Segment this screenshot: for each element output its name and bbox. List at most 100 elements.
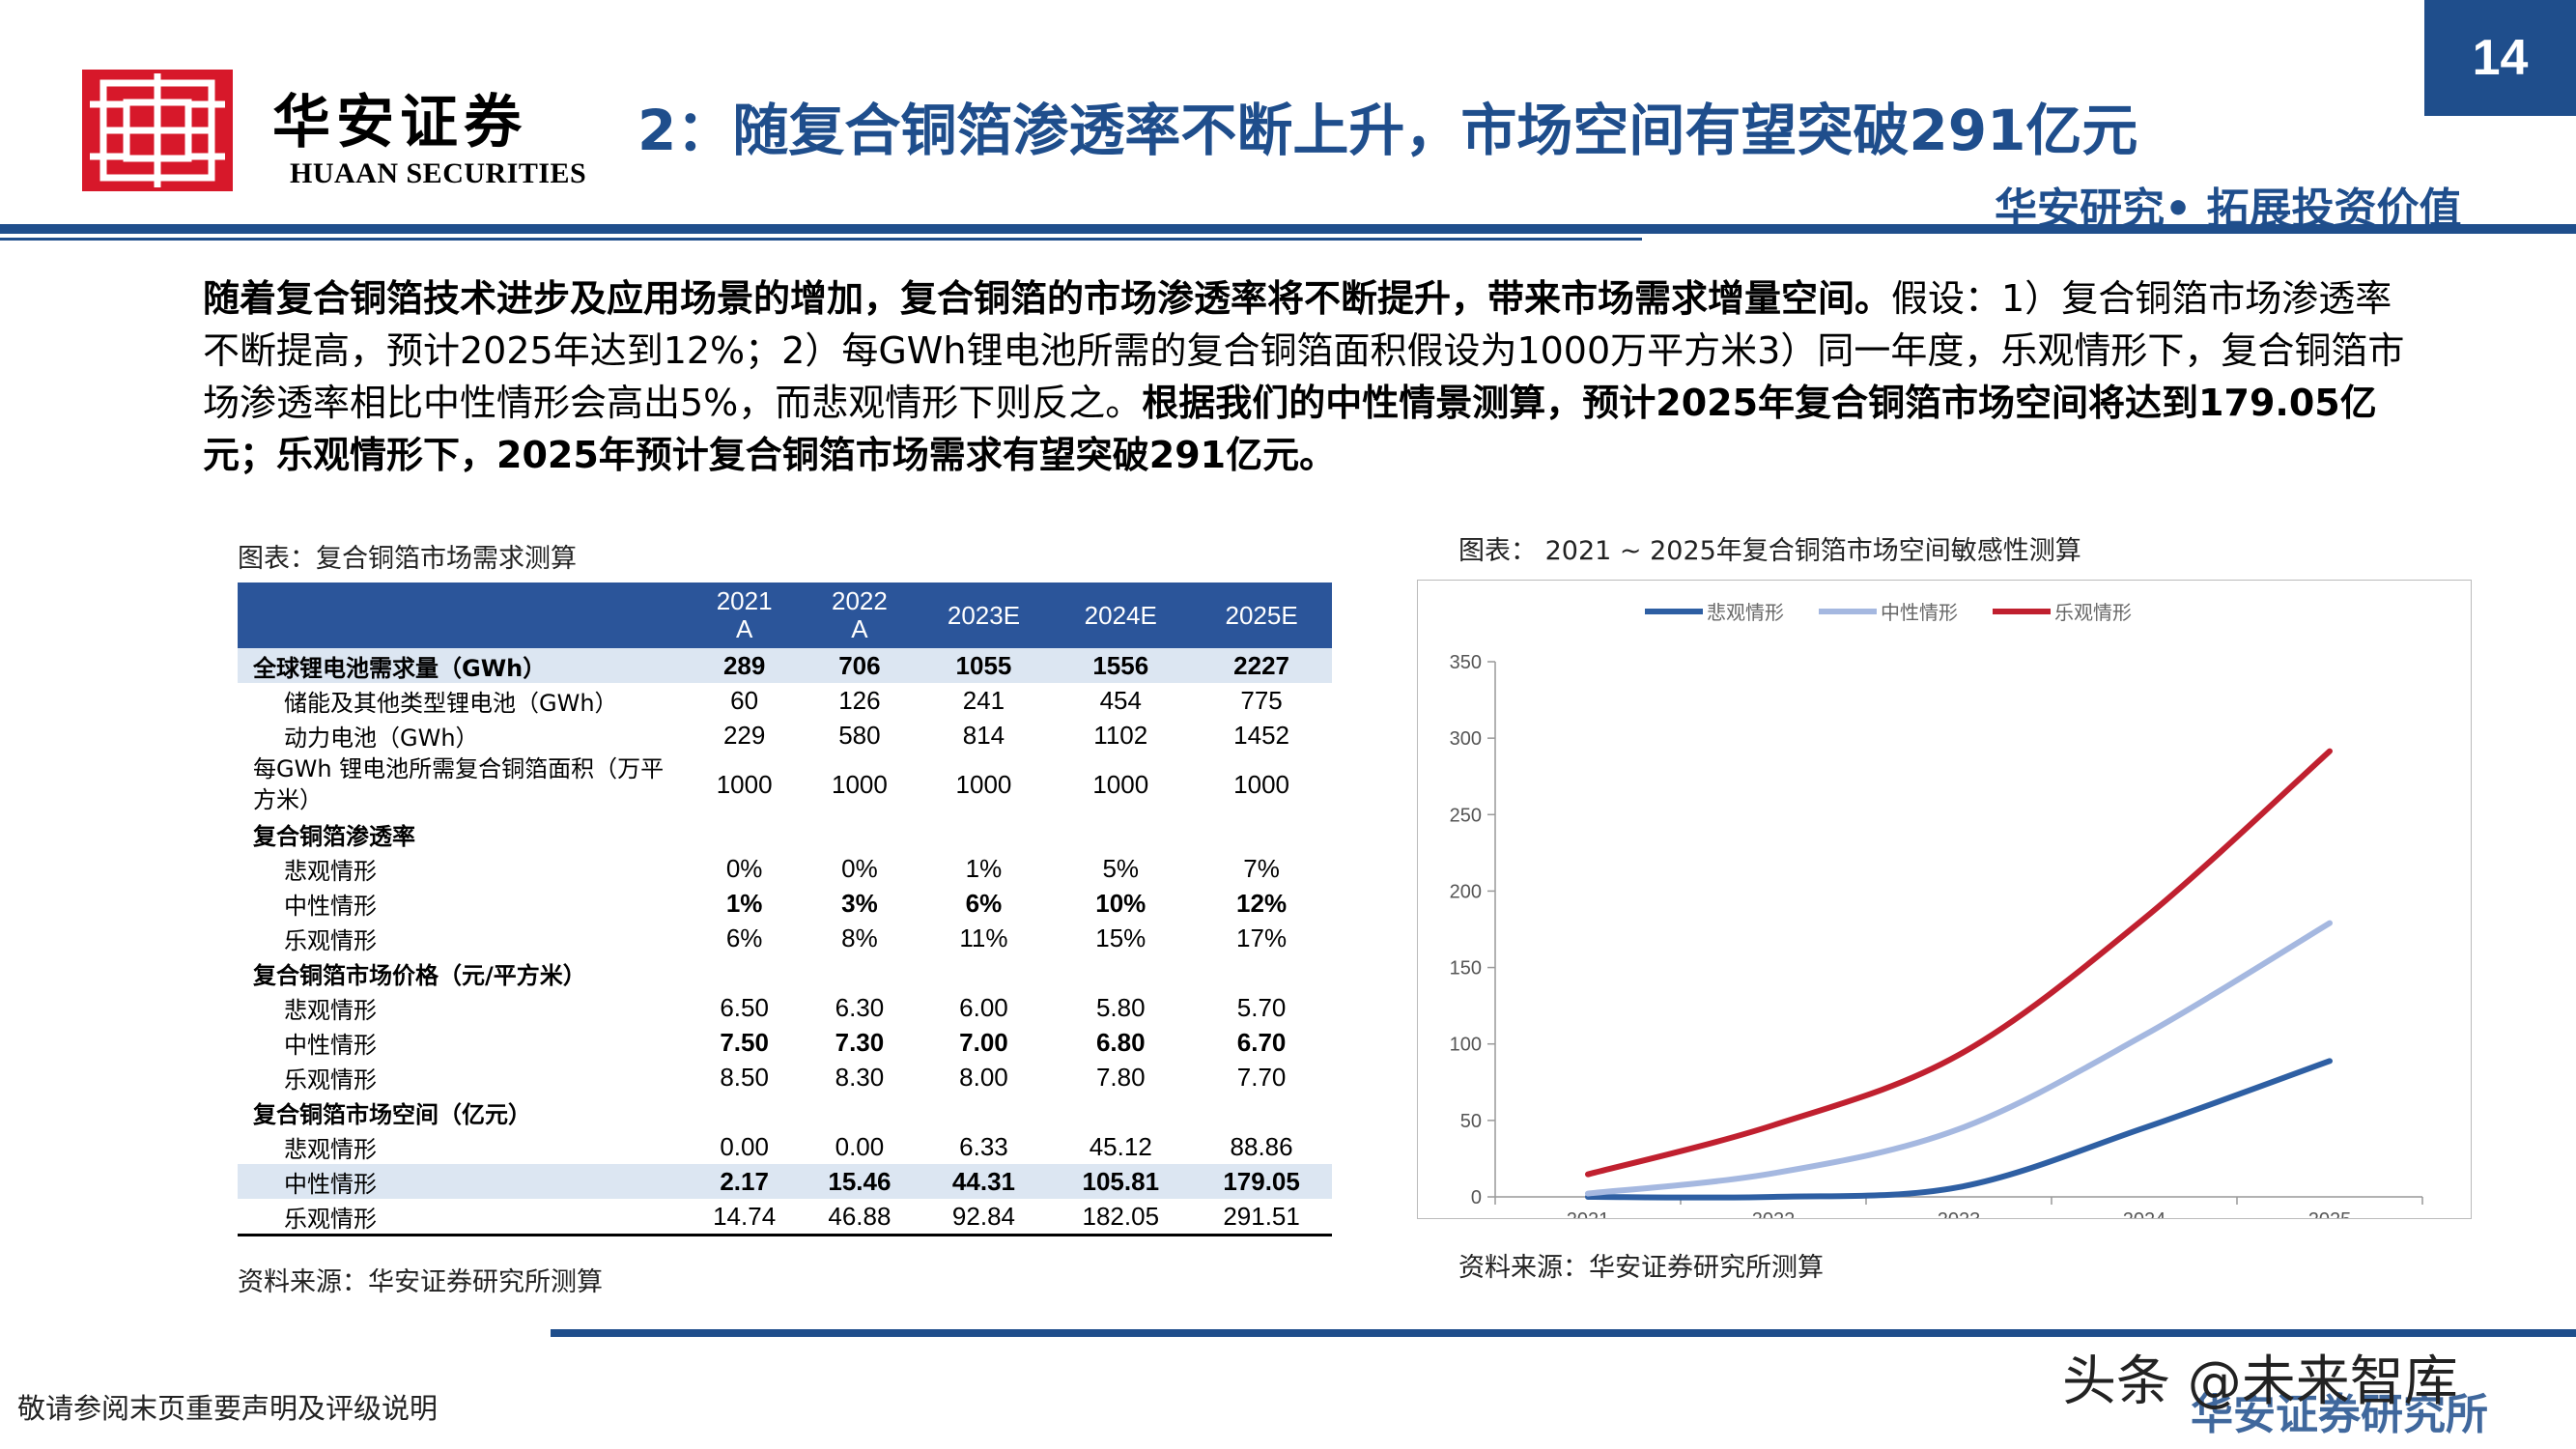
table-cell (687, 816, 802, 851)
table-cell: 15% (1095, 923, 1146, 952)
intro-paragraph: 随着复合铜箔技术进步及应用场景的增加，复合铜箔的市场渗透率将不断提升，带来市场需… (203, 272, 2424, 481)
table-cell: 1102 (1093, 720, 1148, 750)
table-cell: 10% (1095, 888, 1146, 918)
legend-label: 悲观情形 (1707, 601, 1784, 624)
table-cell: 0% (725, 853, 763, 883)
table-row: 储能及其他类型锂电池（GWh） 60 126 241 454 775 (238, 683, 1332, 718)
row-label: 悲观情形 (284, 857, 377, 885)
table-body: 全球锂电池需求量（GWh） 289 706 1055 1556 2227 储能及其他类型锂电… (238, 648, 1332, 1236)
table-cell: 60 (730, 685, 759, 715)
legend-label: 中性情形 (1881, 601, 1958, 624)
table-source: 资料来源：华安证券研究所测算 (238, 1267, 603, 1297)
table-cell: 6.50 (720, 992, 769, 1022)
sensitivity-line-chart: 悲观情形 中性情形 乐观情形 0 50 100 150 200 250 300 350 2021 202… (1450, 601, 2423, 1231)
table-cell (802, 1094, 917, 1129)
table-cell: 0.00 (720, 1131, 769, 1161)
y-tick-label: 350 (1450, 652, 1482, 673)
table-cell: 88.86 (1230, 1131, 1293, 1161)
y-tick-label: 200 (1450, 881, 1482, 902)
series-line (1585, 920, 2333, 1197)
table-cell: 8.30 (835, 1062, 885, 1092)
row-label: 复合铜箔渗透率 (253, 822, 415, 850)
x-tick-label: 2023 (1938, 1209, 1981, 1218)
table-cell: 7.00 (959, 1027, 1008, 1057)
table-cell: 6.33 (959, 1131, 1008, 1161)
table-cell: 6.70 (1236, 1027, 1287, 1057)
table-row: 动力电池（GWh） 229 580 814 1102 1452 (238, 718, 1332, 753)
table-cell: 7.50 (720, 1027, 769, 1057)
table-cell: 1452 (1233, 720, 1289, 750)
logo-emblem-icon (90, 73, 225, 187)
table-row: 中性情形 2.17 15.46 44.31 105.81 179.05 (238, 1164, 1332, 1199)
table-cell: 7.80 (1095, 1062, 1146, 1092)
row-label: 悲观情形 (284, 1135, 377, 1163)
table-cell (918, 816, 1051, 851)
table-cell (687, 955, 802, 990)
y-tick-label: 100 (1450, 1035, 1482, 1056)
table-cell: 17% (1236, 923, 1288, 952)
table-cell: 3% (841, 888, 878, 918)
table-cell: 1000 (832, 769, 888, 799)
row-label: 每GWh 锂电池所需复合铜箔面积（万平方米） (253, 755, 665, 813)
table-header-cell: 2023E (917, 582, 1051, 648)
table-row: 中性情形 7.50 7.30 7.00 6.80 6.70 (238, 1025, 1332, 1060)
x-tick-label: 2024 (2123, 1209, 2166, 1218)
row-label: 悲观情形 (284, 996, 377, 1024)
row-label: 中性情形 (284, 892, 377, 920)
row-label: 全球锂电池需求量（GWh） (238, 648, 687, 683)
table-row: 乐观情形 8.50 8.30 8.00 7.80 7.70 (238, 1060, 1332, 1094)
table-cell (802, 955, 917, 990)
table-cell: 7.70 (1236, 1062, 1287, 1092)
table-row: 每GWh 锂电池所需复合铜箔面积（万平方米） 1000 1000 1000 1000 10… (238, 753, 1332, 816)
y-tick-label: 250 (1450, 805, 1482, 826)
table-cell: 5.80 (1095, 992, 1146, 1022)
x-tick-label: 2022 (1752, 1209, 1796, 1218)
demand-table-container: 2021 A 2022 A 2023E 2024E 2025E 全球锂电池需求量（GWh） 2… (238, 582, 1332, 1236)
table-row: 全球锂电池需求量（GWh） 289 706 1055 1556 2227 (238, 648, 1332, 683)
table-cell: 12% (1236, 888, 1288, 918)
table-cell: 580 (838, 720, 881, 750)
table-cell: 6% (965, 888, 1003, 918)
table-cell: 0.00 (835, 1131, 885, 1161)
table-cell: 0% (841, 853, 878, 883)
intro-assumptions: 假设：1）复合铜箔市场渗透率不断提高，预计2025年达到12%；2）每GWh锂电… (203, 277, 2405, 424)
table-header-cell: 2022 A (802, 582, 918, 648)
demand-table: 2021 A 2022 A 2023E 2024E 2025E 全球锂电池需求量（GWh） 2… (238, 582, 1332, 1236)
table-cell: 814 (962, 720, 1005, 750)
footer-divider (551, 1329, 2576, 1337)
row-label: 中性情形 (284, 1031, 377, 1059)
table-cell: 6.80 (1095, 1027, 1146, 1057)
table-header-row: 2021 A 2022 A 2023E 2024E 2025E (238, 582, 1332, 648)
table-row: 复合铜箔市场空间（亿元） (238, 1094, 1332, 1129)
table-cell: 6% (725, 923, 763, 952)
header-divider-thin (0, 238, 1642, 241)
table-cell: 241 (962, 685, 1005, 715)
y-tick-label: 300 (1450, 728, 1482, 750)
table-header-cell: 2025E (1191, 582, 1332, 648)
chart-frame: 悲观情形 中性情形 乐观情形 0 50 100 150 200 250 300 350 2021 202… (1417, 580, 2472, 1231)
table-cell: 1000 (1092, 769, 1149, 799)
table-cell: 14.74 (687, 1199, 803, 1236)
table-cell: 182.05 (1050, 1199, 1192, 1236)
table-cell: 8.00 (959, 1062, 1008, 1092)
series-line (1585, 1058, 2333, 1201)
row-label: 中性情形 (238, 1164, 687, 1199)
y-tick-label: 0 (1471, 1187, 1482, 1208)
y-tick-label: 150 (1450, 958, 1482, 980)
table-cell: 92.84 (917, 1199, 1051, 1236)
footer-brand: 华安证券研究所 (2191, 1390, 2488, 1439)
table-caption: 图表：复合铜箔市场需求测算 (238, 544, 577, 574)
table-cell: 8% (841, 923, 878, 952)
table-cell: 775 (1240, 685, 1283, 715)
table-cell: 1000 (716, 769, 773, 799)
table-header-cell: 2021 A (687, 582, 803, 648)
row-label: 乐观情形 (284, 1065, 377, 1094)
table-cell: 126 (838, 685, 881, 715)
table-cell: 5% (1102, 853, 1140, 883)
legend-label: 乐观情形 (2054, 601, 2132, 624)
chart-caption: 图表： 2021 ~ 2025年复合铜箔市场空间敏感性测算 (1458, 536, 2081, 566)
table-cell: 291.51 (1191, 1199, 1332, 1236)
table-cell: 454 (1099, 685, 1142, 715)
table-cell (918, 955, 1051, 990)
table-cell: 7% (1243, 853, 1280, 883)
